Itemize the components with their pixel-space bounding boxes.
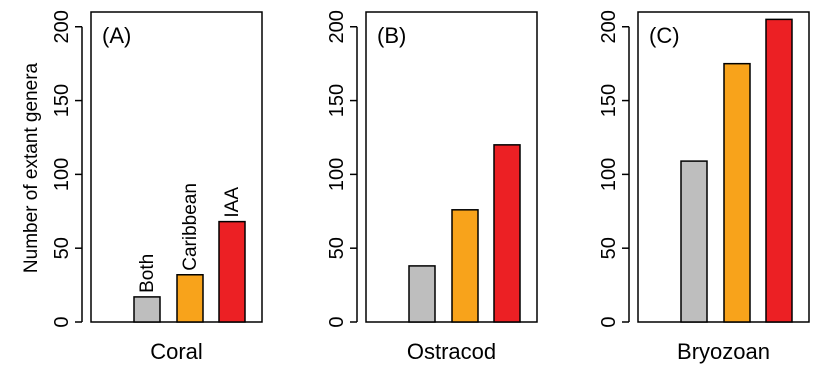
y-tick-label: 200	[326, 10, 348, 43]
panel-bryozoan: 0 50 100 150 200 (C) Bryozoan	[598, 10, 810, 364]
bar-both	[133, 296, 161, 323]
bar-iaa	[218, 220, 246, 323]
x-axis-label: Bryozoan	[677, 339, 770, 364]
y-tick-label: 200	[598, 10, 620, 43]
y-tick-label: 50	[51, 237, 73, 259]
bar-label-iaa: IAA	[222, 187, 243, 218]
y-tick-label: 100	[598, 158, 620, 191]
y-tick-label: 0	[326, 316, 348, 327]
panel-label: (C)	[649, 23, 680, 48]
bar-caribbean	[451, 209, 479, 323]
y-tick-label: 150	[326, 84, 348, 117]
panel-ostracod: 0 50 100 150 200 (B) Ostracod	[326, 10, 538, 364]
bar-label-caribbean: Caribbean	[180, 183, 201, 271]
bar-label-both: Both	[137, 254, 158, 293]
bar-caribbean	[176, 274, 204, 323]
bar-both	[680, 160, 708, 323]
panel-label: (A)	[102, 23, 131, 48]
x-axis-label: Ostracod	[407, 339, 496, 364]
bar-caribbean	[723, 62, 751, 323]
x-axis-label: Coral	[150, 339, 203, 364]
y-axis-label: Number of extant genera	[21, 62, 42, 273]
y-tick-label: 150	[51, 84, 73, 117]
y-tick-label: 200	[51, 10, 73, 43]
y-tick-label: 0	[598, 316, 620, 327]
y-tick-label: 100	[51, 158, 73, 191]
bar-both	[408, 265, 436, 323]
y-tick-label: 150	[598, 84, 620, 117]
y-tick-label: 50	[326, 237, 348, 259]
y-tick-label: 100	[326, 158, 348, 191]
y-tick-label: 50	[598, 237, 620, 259]
bar-iaa	[493, 144, 521, 323]
y-tick-label: 0	[51, 316, 73, 327]
bar-iaa	[765, 18, 793, 323]
panel-coral: 0 50 100 150 200 Both Caribbean IAA (A) Coral	[51, 10, 263, 364]
panel-label: (B)	[377, 23, 406, 48]
